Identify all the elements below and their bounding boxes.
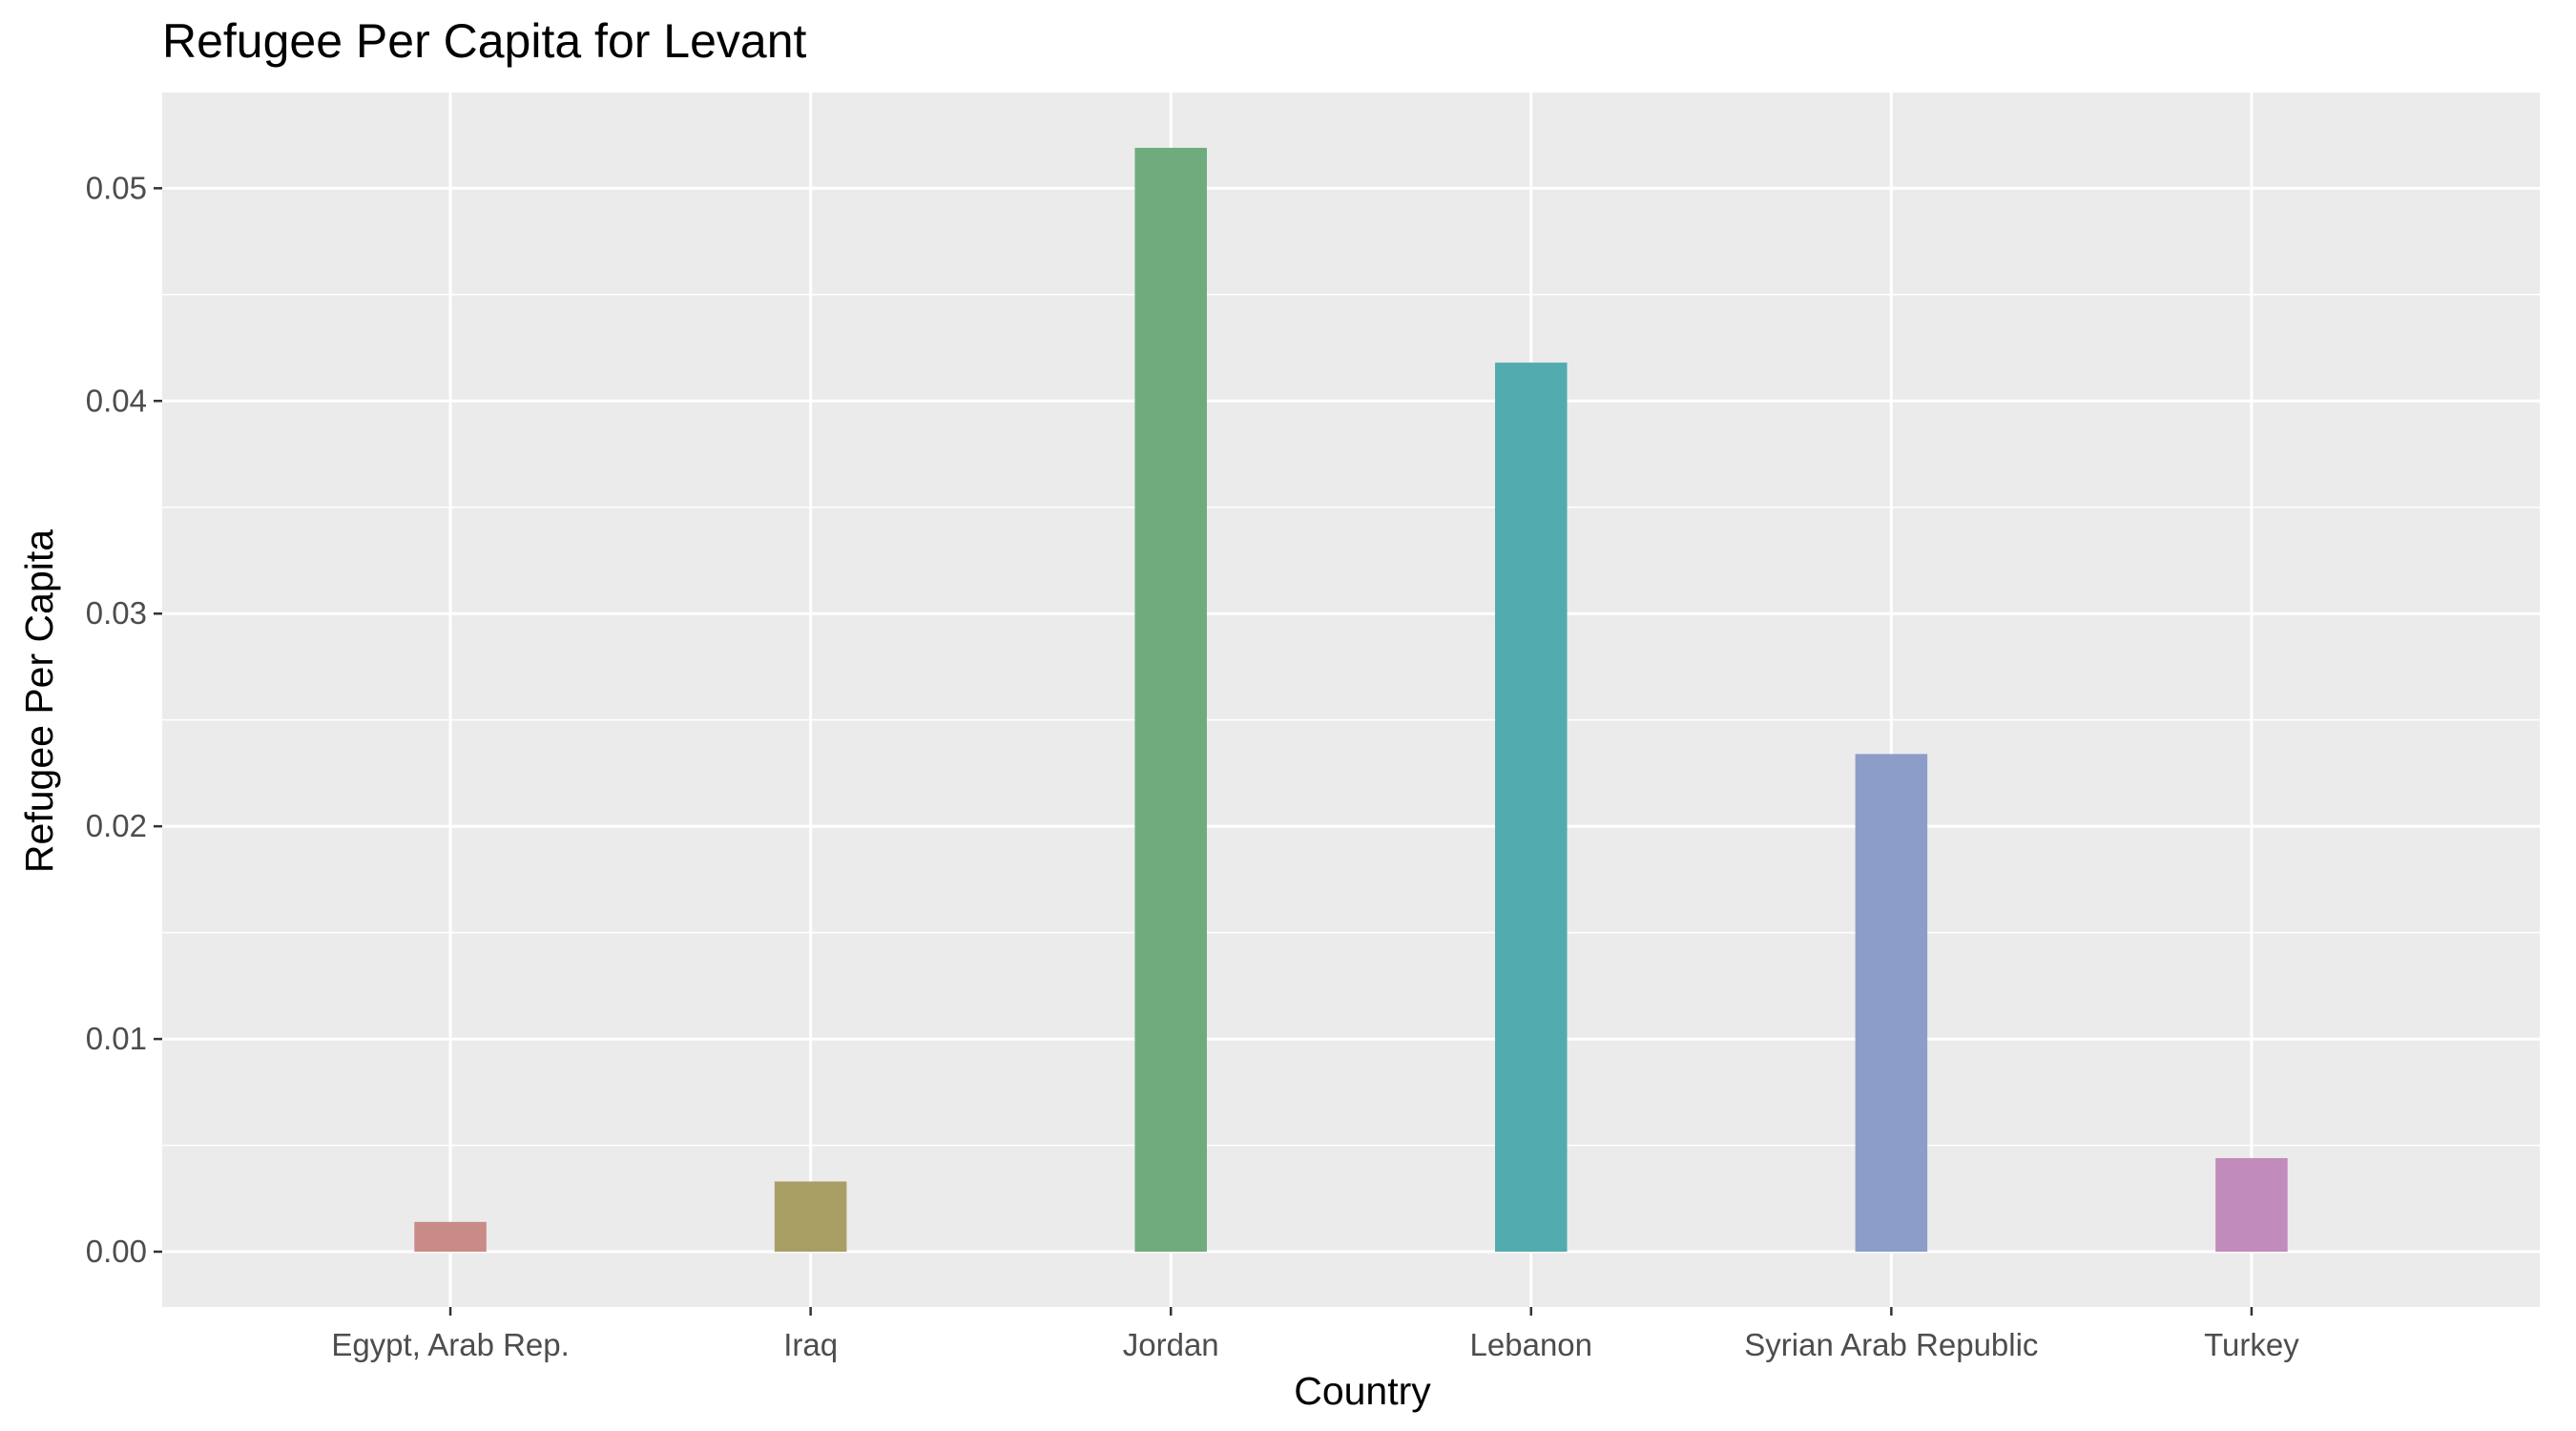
y-tick-label: 0.00	[86, 1234, 147, 1269]
y-tick-label: 0.02	[86, 808, 147, 843]
bars	[414, 147, 2288, 1253]
x-axis-ticks: Egypt, Arab Rep. Iraq Jordan Lebanon Syrian …	[331, 1307, 2299, 1362]
plot-panel	[162, 93, 2540, 1307]
bar	[774, 1181, 847, 1253]
y-tick-label: 0.05	[86, 170, 147, 205]
chart-title: Refugee Per Capita for Levant	[162, 14, 807, 68]
x-axis-title: Country	[1294, 1369, 1431, 1413]
x-tick-label: Turkey	[2204, 1327, 2299, 1362]
x-tick-label: Jordan	[1123, 1327, 1219, 1362]
y-tick-label: 0.03	[86, 595, 147, 631]
bar	[1495, 363, 1568, 1253]
y-tick-label: 0.01	[86, 1021, 147, 1056]
y-axis-title: Refugee Per Capita	[17, 529, 61, 873]
x-tick-label: Syrian Arab Republic	[1744, 1327, 2038, 1362]
y-tick-label: 0.04	[86, 383, 147, 418]
bar	[414, 1221, 487, 1253]
x-tick-label: Egypt, Arab Rep.	[331, 1327, 569, 1362]
bar	[2215, 1157, 2288, 1253]
x-tick-label: Iraq	[783, 1327, 838, 1362]
bar	[1134, 147, 1207, 1253]
y-axis-ticks: 0.00 0.01 0.02 0.03 0.04 0.05	[86, 170, 162, 1269]
x-tick-label: Lebanon	[1470, 1327, 1592, 1362]
bar	[1855, 754, 1928, 1253]
